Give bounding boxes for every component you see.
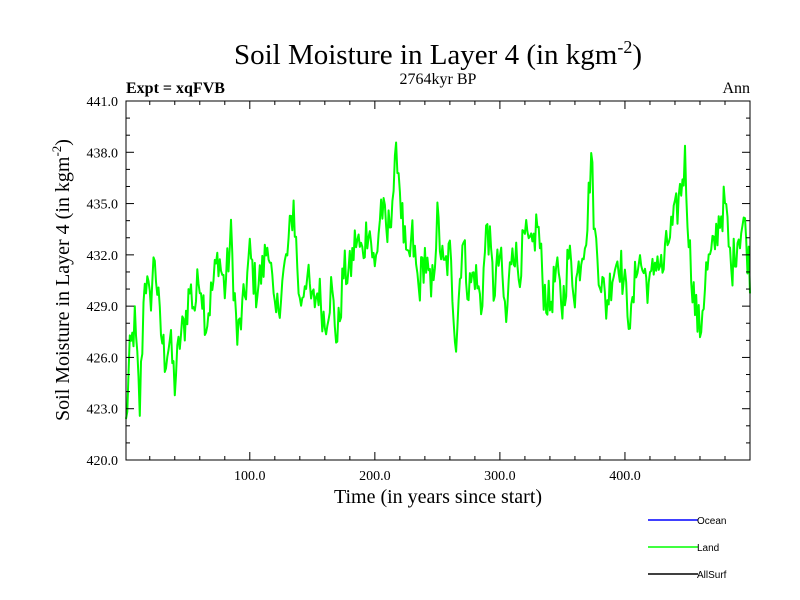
y-tick-label: 423.0 xyxy=(87,403,119,418)
x-axis-label: Time (in years since start) xyxy=(334,486,542,508)
x-tick-labels: 100.0 200.0 300.0 400.0 xyxy=(234,469,641,484)
subtitle-center: 2764kyr BP xyxy=(400,71,477,88)
chart-title-sup: -2 xyxy=(617,37,632,57)
y-tick-label: 420.0 xyxy=(87,454,119,469)
x-tick-label: 100.0 xyxy=(234,469,266,484)
x-tick-label: 300.0 xyxy=(484,469,516,484)
y-tick-labels: 420.0 423.0 426.0 429.0 432.0 435.0 438.0 441.0 xyxy=(87,95,119,469)
chart-title-close: ) xyxy=(632,39,642,71)
x-tick-label: 200.0 xyxy=(359,469,391,484)
y-tick-label: 435.0 xyxy=(87,198,119,213)
plot-frame xyxy=(125,100,751,461)
legend-label-land: Land xyxy=(697,543,719,554)
y-axis-label-close: ) xyxy=(52,139,74,146)
legend-label-ocean: Ocean xyxy=(697,516,726,527)
axis-ticks xyxy=(126,100,750,461)
y-axis-label: Soil Moisture in Layer 4 (in kgm-2) xyxy=(49,139,74,421)
plot-area xyxy=(125,100,751,461)
subtitle-left: Expt = xqFVB xyxy=(126,80,225,97)
y-axis-label-sup: -2 xyxy=(49,146,64,157)
series-land-line xyxy=(125,141,751,420)
y-tick-label: 429.0 xyxy=(87,300,119,315)
chart-title: Soil Moisture in Layer 4 (in kgm-2) xyxy=(234,37,642,71)
chart-title-main: Soil Moisture in Layer 4 (in kgm xyxy=(234,39,618,71)
y-tick-label: 441.0 xyxy=(87,95,119,110)
x-tick-label: 400.0 xyxy=(609,469,641,484)
y-axis-label-main: Soil Moisture in Layer 4 (in kgm xyxy=(52,156,74,421)
legend: Ocean Land AllSurf xyxy=(648,516,727,581)
y-tick-label: 438.0 xyxy=(87,146,119,161)
legend-label-allsurf: AllSurf xyxy=(697,570,727,581)
y-tick-label: 432.0 xyxy=(87,249,119,264)
subtitle-right: Ann xyxy=(722,80,750,97)
y-tick-label: 426.0 xyxy=(87,351,119,366)
